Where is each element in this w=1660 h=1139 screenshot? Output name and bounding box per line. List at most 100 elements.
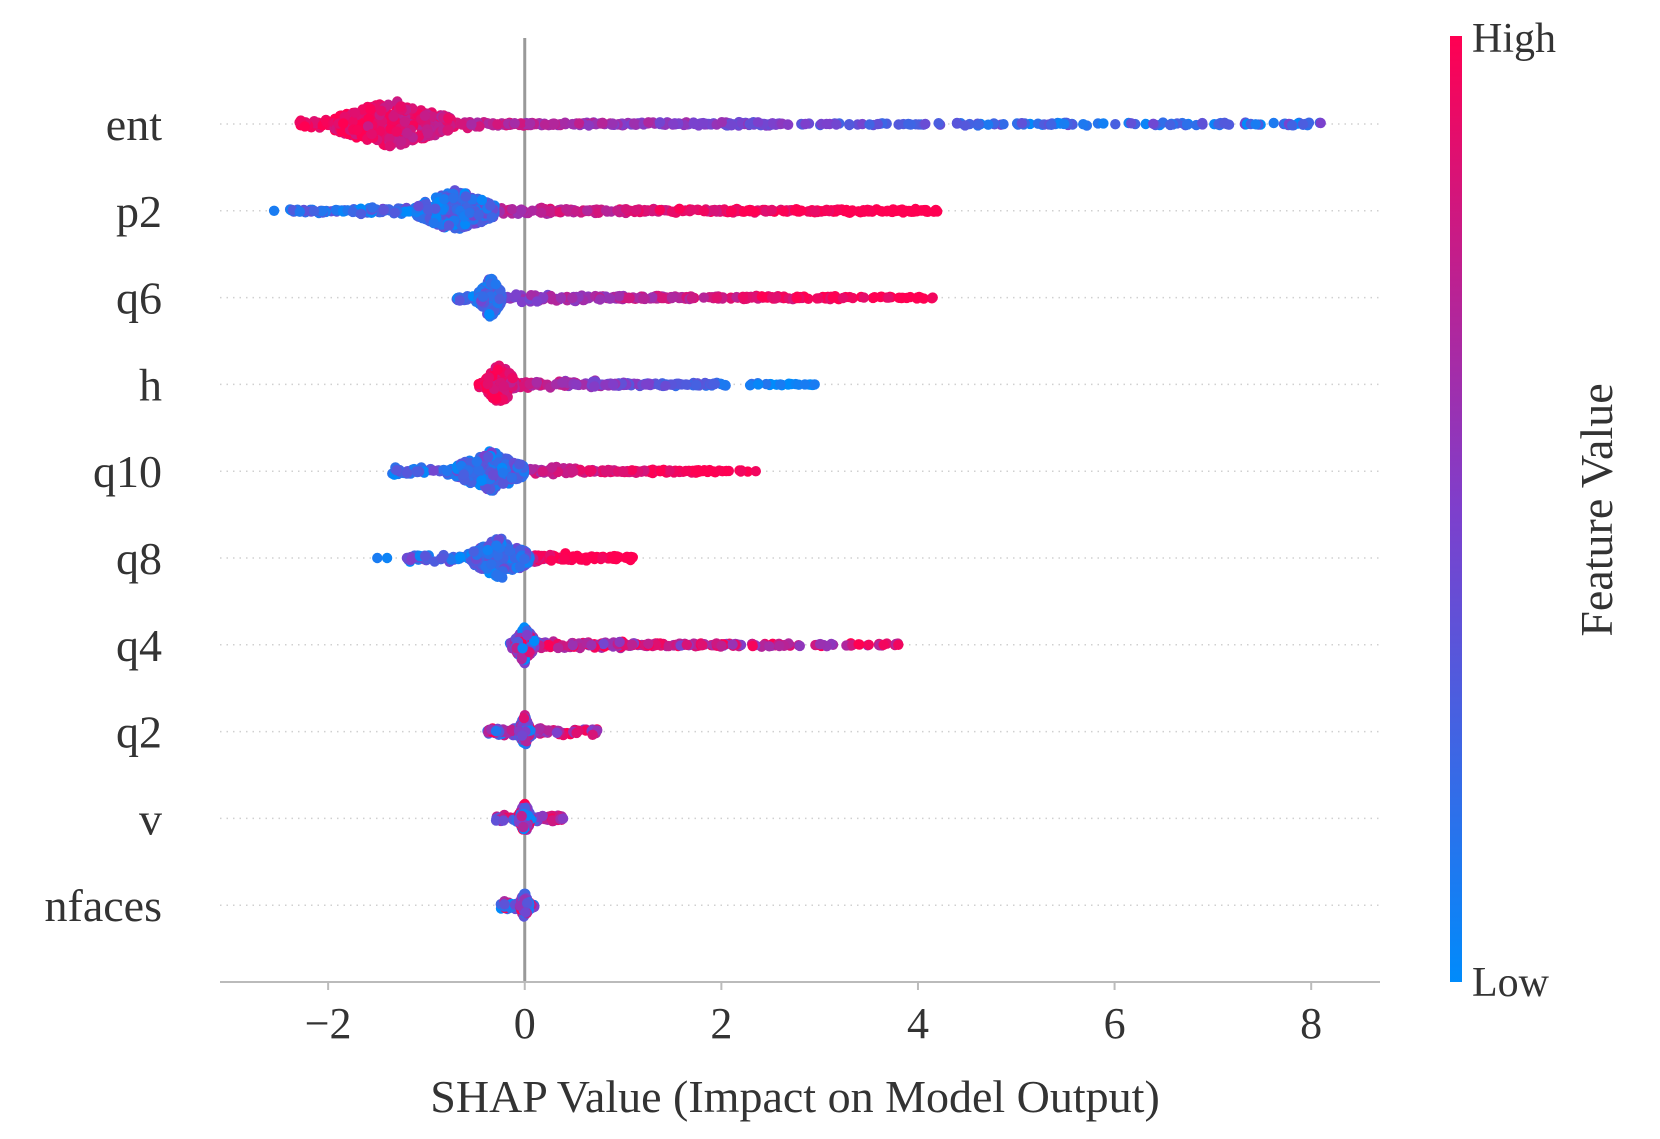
shap-point xyxy=(543,639,554,651)
shap-point xyxy=(702,466,713,478)
shap-point xyxy=(844,119,855,131)
shap-point xyxy=(586,640,597,651)
shap-point xyxy=(537,466,548,477)
shap-point xyxy=(521,629,533,641)
shap-point xyxy=(443,113,454,124)
shap-outlier-point xyxy=(735,466,747,477)
shap-point xyxy=(391,465,402,476)
shap-outlier-point xyxy=(809,379,820,390)
shap-point xyxy=(531,377,542,388)
x-tick-label: 6 xyxy=(1104,999,1126,1048)
shap-point xyxy=(367,202,378,213)
shap-point xyxy=(308,205,320,217)
shap-point xyxy=(726,120,737,131)
shap-point xyxy=(486,212,497,223)
shap-point xyxy=(1110,119,1121,130)
shap-point xyxy=(439,194,450,205)
shap-point xyxy=(582,205,593,216)
shap-point xyxy=(778,206,789,217)
shap-point xyxy=(896,204,908,215)
shap-point xyxy=(486,559,497,570)
shap-point xyxy=(299,121,310,132)
shap-outlier-point xyxy=(799,379,811,390)
shap-point xyxy=(520,907,531,918)
shap-point xyxy=(490,725,502,737)
shap-point xyxy=(347,206,359,218)
shap-point xyxy=(506,472,517,483)
shap-point xyxy=(537,810,548,822)
shap-point xyxy=(864,119,875,130)
shap-point xyxy=(524,118,536,129)
shap-point xyxy=(1219,118,1230,129)
shap-point xyxy=(933,118,944,129)
shap-point xyxy=(837,292,849,304)
shap-point xyxy=(422,204,434,215)
shap-point xyxy=(355,208,367,220)
shap-point xyxy=(498,478,509,489)
shap-point xyxy=(752,117,764,128)
shap-point xyxy=(847,292,858,304)
shap-point xyxy=(446,554,457,565)
shap-point xyxy=(1016,118,1028,129)
shap-point xyxy=(454,295,465,306)
colorbar-low-label: Low xyxy=(1472,960,1550,1006)
shap-point xyxy=(555,292,567,304)
shap-point xyxy=(575,554,586,565)
shap-point xyxy=(587,729,598,740)
colorbar-high-label: High xyxy=(1472,16,1556,62)
shap-point xyxy=(316,205,328,217)
shap-point xyxy=(589,381,600,392)
feature-labels: ent p2 q6 h q10 q8 q4 q2 v nfaces xyxy=(45,99,163,931)
shap-point xyxy=(483,451,494,463)
shap-point xyxy=(596,552,608,564)
feature-points-q6 xyxy=(451,273,938,322)
shap-point xyxy=(448,192,459,204)
shap-point xyxy=(557,377,568,388)
shap-point xyxy=(607,118,618,129)
shap-point xyxy=(427,111,438,122)
shap-point xyxy=(686,293,698,304)
shap-point xyxy=(613,552,625,563)
shap-point xyxy=(366,129,377,140)
shap-point xyxy=(827,292,838,303)
shap-point xyxy=(604,293,616,304)
x-tick-label: −2 xyxy=(305,999,352,1048)
shap-point xyxy=(625,553,637,564)
shap-outlier-point xyxy=(893,639,904,650)
shap-point xyxy=(654,117,666,128)
shap-point xyxy=(708,378,719,389)
shap-point xyxy=(664,465,675,476)
shap-point xyxy=(631,204,642,216)
shap-point xyxy=(365,103,376,115)
shap-point xyxy=(571,727,582,739)
shap-point xyxy=(533,723,545,734)
shap-point xyxy=(586,465,597,476)
shap-point xyxy=(436,553,447,564)
shap-point xyxy=(401,467,413,479)
shap-point xyxy=(363,113,374,125)
shap-point xyxy=(516,205,527,216)
shap-outlier-point xyxy=(878,639,889,650)
shap-outlier-point xyxy=(750,466,761,477)
feature-label-h: h xyxy=(139,359,162,410)
shap-point xyxy=(492,570,503,581)
shap-outlier-point xyxy=(927,292,938,303)
shap-point xyxy=(761,378,772,390)
shap-point xyxy=(491,540,502,551)
colorbar: High Low Feature Value xyxy=(1450,16,1622,1006)
shap-point xyxy=(571,379,582,390)
shap-point xyxy=(903,118,914,130)
feature-points-p2 xyxy=(268,185,943,234)
shap-point xyxy=(744,380,756,391)
shap-point xyxy=(660,380,671,391)
feature-label-q4: q4 xyxy=(116,620,162,671)
shap-point xyxy=(498,381,509,392)
shap-point xyxy=(821,204,832,215)
shap-point xyxy=(814,639,826,650)
shap-point xyxy=(527,205,538,216)
shap-point xyxy=(766,204,778,216)
shap-outlier-point xyxy=(858,292,870,303)
shap-point xyxy=(1078,119,1089,130)
shap-point xyxy=(507,372,518,384)
